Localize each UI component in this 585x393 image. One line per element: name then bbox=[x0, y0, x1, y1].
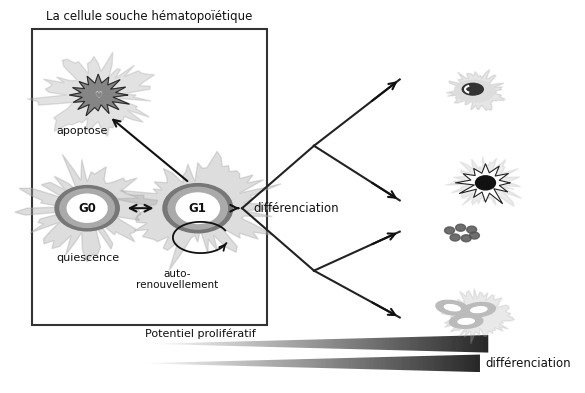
Text: G1: G1 bbox=[189, 202, 207, 215]
Circle shape bbox=[168, 187, 228, 229]
Text: auto-
renouvellement: auto- renouvellement bbox=[136, 269, 218, 290]
Text: ♡: ♡ bbox=[94, 90, 102, 99]
Text: Potentiel prolifératif: Potentiel prolifératif bbox=[145, 329, 256, 339]
Circle shape bbox=[469, 232, 480, 239]
Ellipse shape bbox=[462, 303, 495, 317]
Circle shape bbox=[176, 193, 219, 224]
Polygon shape bbox=[113, 151, 281, 270]
Text: La cellule souche hématopoïétique: La cellule souche hématopoïétique bbox=[46, 10, 253, 23]
Circle shape bbox=[476, 176, 495, 190]
Bar bbox=[32, 29, 267, 325]
Circle shape bbox=[60, 189, 115, 228]
Circle shape bbox=[450, 234, 460, 241]
Polygon shape bbox=[27, 52, 154, 136]
Circle shape bbox=[55, 185, 119, 231]
Circle shape bbox=[456, 224, 466, 231]
Ellipse shape bbox=[450, 314, 483, 328]
Ellipse shape bbox=[462, 83, 483, 95]
Text: apoptose: apoptose bbox=[57, 126, 108, 136]
Polygon shape bbox=[446, 70, 505, 111]
Circle shape bbox=[461, 235, 471, 242]
Polygon shape bbox=[456, 164, 510, 204]
Ellipse shape bbox=[458, 318, 474, 324]
Circle shape bbox=[445, 227, 455, 234]
Polygon shape bbox=[441, 288, 515, 344]
Text: différenciation: différenciation bbox=[253, 202, 339, 215]
Ellipse shape bbox=[455, 81, 494, 102]
Circle shape bbox=[467, 226, 477, 233]
Polygon shape bbox=[445, 157, 521, 206]
Circle shape bbox=[163, 184, 233, 233]
Ellipse shape bbox=[444, 305, 460, 311]
Circle shape bbox=[67, 194, 107, 222]
Polygon shape bbox=[15, 154, 157, 262]
Text: différenciation: différenciation bbox=[486, 357, 571, 370]
Text: quiescence: quiescence bbox=[57, 253, 120, 263]
Polygon shape bbox=[70, 74, 129, 116]
Text: G0: G0 bbox=[78, 202, 96, 215]
Ellipse shape bbox=[471, 307, 487, 313]
Ellipse shape bbox=[436, 301, 469, 315]
